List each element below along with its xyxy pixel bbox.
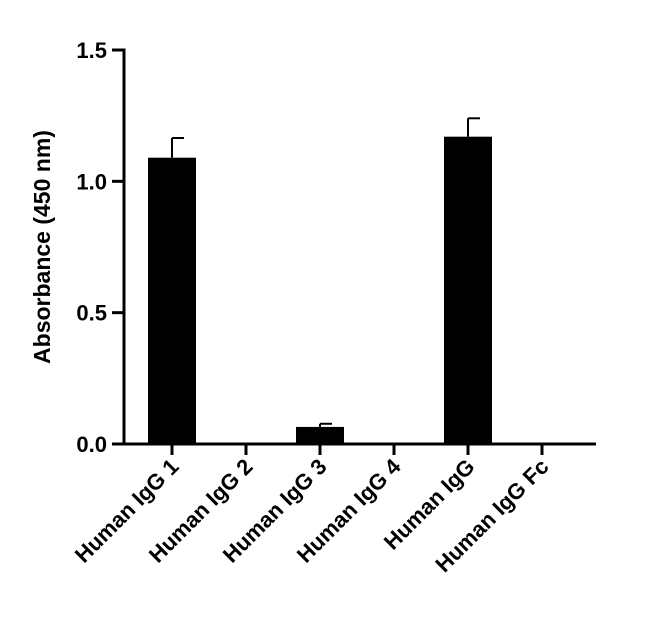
- y-tick-label: 0.5: [76, 301, 107, 326]
- y-tick-label: 0.0: [76, 432, 107, 457]
- bar: [148, 157, 196, 444]
- y-tick-label: 1.5: [76, 38, 107, 63]
- bar: [444, 136, 492, 444]
- y-tick-label: 1.0: [76, 169, 107, 194]
- bar: [296, 426, 344, 444]
- y-axis-label: Absorbance (450 nm): [29, 130, 55, 364]
